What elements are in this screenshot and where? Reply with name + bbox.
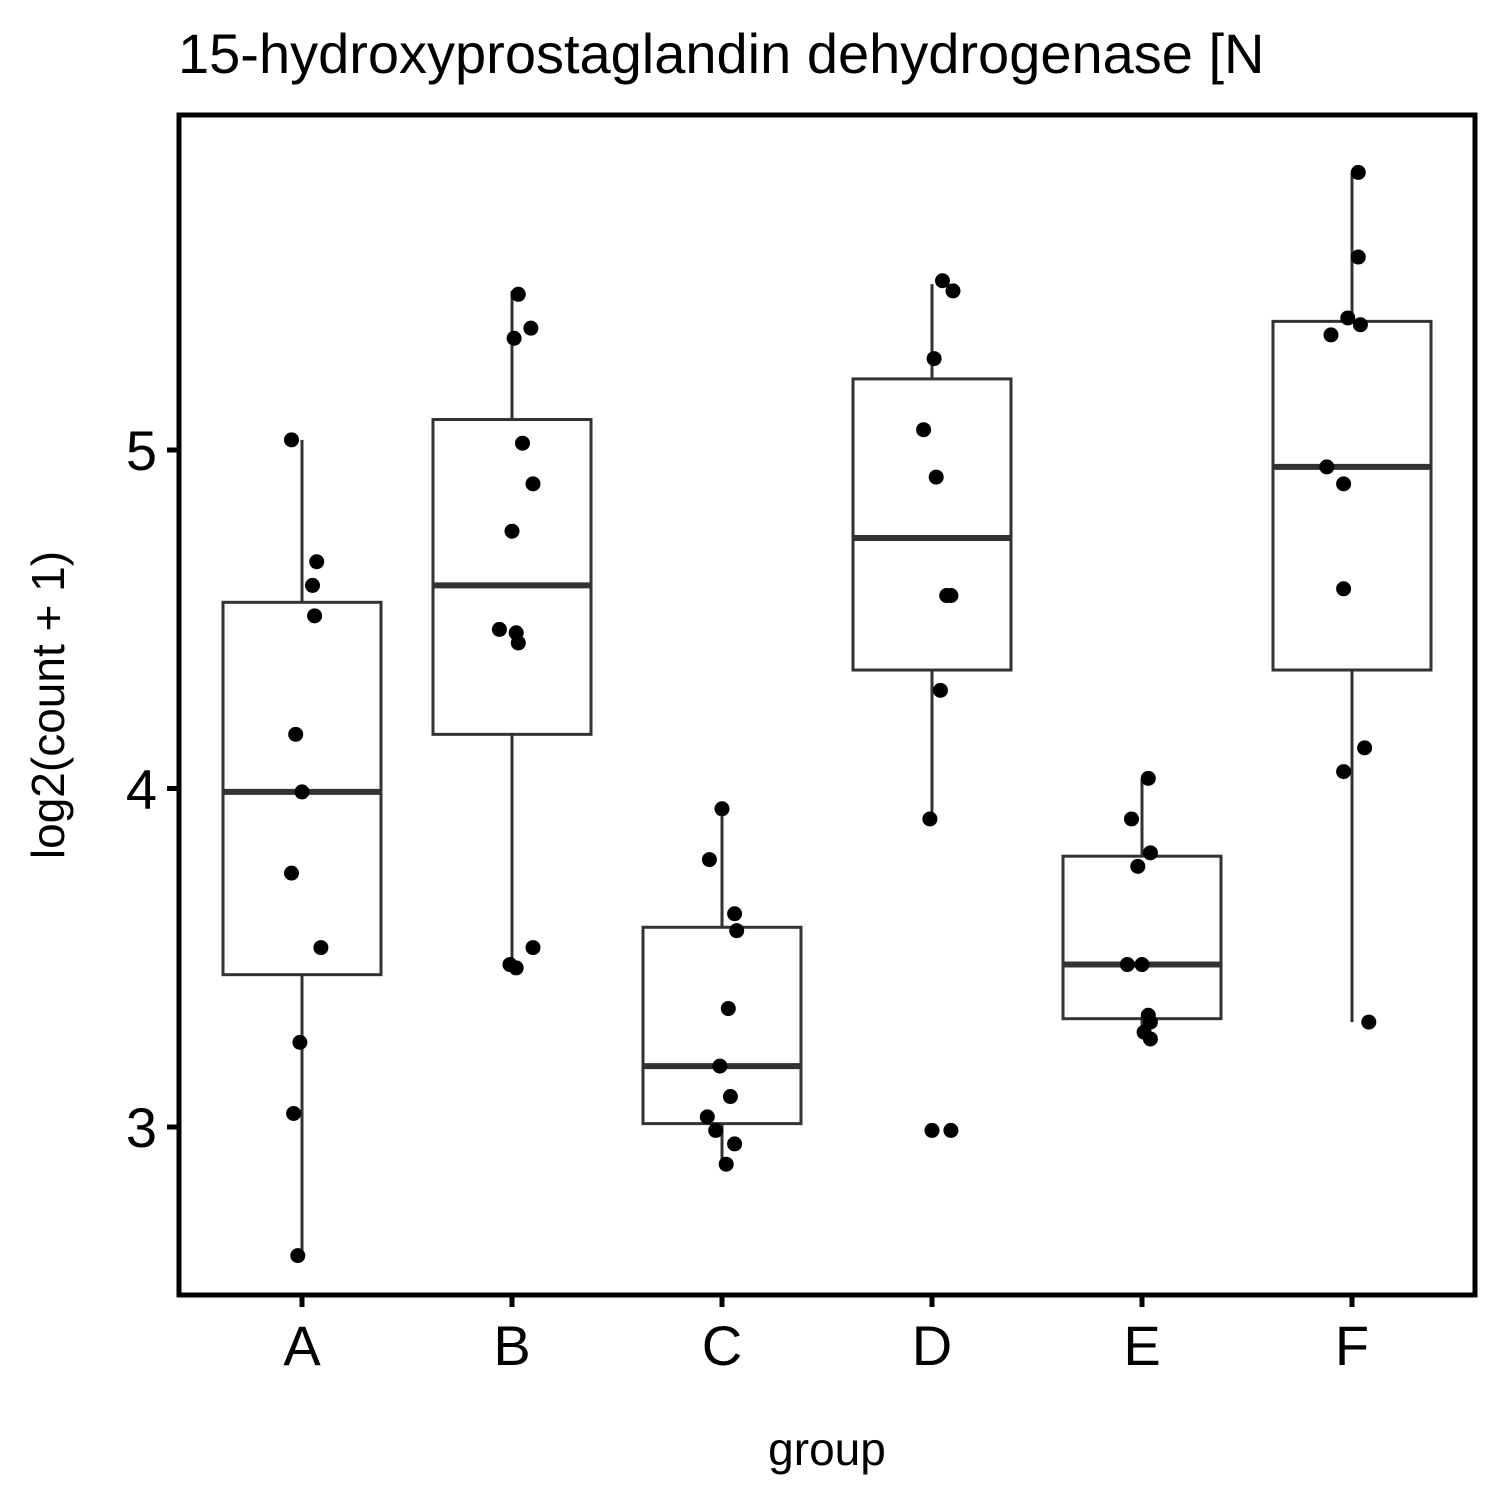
data-point-F-64 xyxy=(1336,764,1352,780)
data-point-D-43 xyxy=(924,1122,940,1138)
x-tick-label-E: E xyxy=(1123,1314,1160,1377)
data-point-A-9 xyxy=(286,1105,302,1121)
data-point-D-36 xyxy=(926,351,942,367)
data-point-F-61 xyxy=(1336,476,1352,492)
data-point-D-42 xyxy=(922,811,938,827)
data-point-B-16 xyxy=(504,523,520,539)
data-point-C-26 xyxy=(729,923,745,939)
data-point-A-6 xyxy=(284,865,299,881)
data-point-C-29 xyxy=(722,1089,738,1105)
x-axis-title: group xyxy=(768,1423,886,1475)
chart-title: 15-hydroxyprostaglandin dehydrogenase [N xyxy=(178,22,1264,85)
box-body-D xyxy=(851,377,1013,672)
box-body-C xyxy=(641,925,803,1126)
y-tick-label-3: 3 xyxy=(126,1096,157,1159)
data-point-D-34 xyxy=(935,273,950,289)
y-tick-label-4: 4 xyxy=(126,758,157,821)
data-point-A-1 xyxy=(309,554,325,570)
data-point-D-35 xyxy=(945,283,961,299)
data-point-A-5 xyxy=(294,784,310,800)
data-point-E-48 xyxy=(1130,858,1146,874)
data-point-B-22 xyxy=(508,960,524,976)
data-point-C-31 xyxy=(708,1122,724,1138)
data-point-C-23 xyxy=(714,801,730,817)
box-body-B xyxy=(431,418,593,736)
data-point-D-40 xyxy=(943,588,959,604)
data-point-C-28 xyxy=(712,1058,728,1074)
data-point-D-37 xyxy=(916,422,932,438)
data-point-D-44 xyxy=(943,1122,959,1138)
box-D xyxy=(851,284,1013,819)
data-point-A-7 xyxy=(313,940,329,956)
data-point-B-15 xyxy=(525,476,541,492)
plot-panel-border xyxy=(176,112,1478,1298)
box-C xyxy=(641,808,803,1165)
data-point-B-11 xyxy=(510,286,526,302)
data-point-C-25 xyxy=(727,906,743,922)
data-point-C-32 xyxy=(727,1136,743,1152)
data-point-B-12 xyxy=(523,320,539,336)
data-point-A-4 xyxy=(288,726,304,742)
box-B xyxy=(431,290,593,968)
data-point-F-58 xyxy=(1352,317,1368,333)
data-point-A-8 xyxy=(292,1034,308,1050)
box-E xyxy=(1061,778,1223,1039)
data-point-F-65 xyxy=(1361,1014,1377,1030)
data-point-C-27 xyxy=(720,1001,736,1017)
data-point-E-47 xyxy=(1142,845,1158,861)
data-point-F-56 xyxy=(1350,249,1366,265)
data-point-D-38 xyxy=(928,469,944,485)
data-point-E-54 xyxy=(1142,1031,1158,1047)
box-A xyxy=(221,439,383,1256)
data-point-B-19 xyxy=(510,635,526,651)
axes: 3 4 5 A B C D E F xyxy=(126,419,1369,1377)
data-point-E-46 xyxy=(1124,811,1139,827)
data-point-D-41 xyxy=(932,682,948,698)
box-body-F xyxy=(1271,319,1433,672)
data-point-A-2 xyxy=(305,577,320,593)
data-point-B-20 xyxy=(525,940,541,956)
data-point-F-55 xyxy=(1350,164,1366,180)
x-tick-label-C: C xyxy=(702,1314,742,1377)
data-point-F-59 xyxy=(1323,327,1339,343)
data-point-F-60 xyxy=(1319,459,1335,475)
data-point-A-0 xyxy=(284,432,299,448)
box-body-E xyxy=(1061,854,1223,1021)
plot-area xyxy=(221,164,1433,1264)
data-point-F-57 xyxy=(1340,310,1356,326)
data-point-E-50 xyxy=(1134,957,1150,973)
x-tick-label-B: B xyxy=(493,1314,530,1377)
data-point-C-33 xyxy=(718,1156,734,1172)
box-F xyxy=(1271,172,1433,1023)
data-point-E-45 xyxy=(1140,770,1156,786)
y-tick-label-5: 5 xyxy=(126,419,157,482)
data-point-C-30 xyxy=(699,1109,715,1125)
data-point-F-63 xyxy=(1357,740,1373,756)
data-point-A-3 xyxy=(307,608,323,624)
data-point-A-10 xyxy=(290,1248,306,1264)
data-point-B-14 xyxy=(515,435,530,451)
data-point-E-49 xyxy=(1119,957,1135,973)
x-tick-label-F: F xyxy=(1335,1314,1369,1377)
y-axis-title: log2(count + 1) xyxy=(22,551,74,859)
data-point-B-13 xyxy=(506,330,522,346)
data-point-F-62 xyxy=(1336,581,1352,597)
x-tick-label-A: A xyxy=(283,1314,321,1377)
data-point-C-24 xyxy=(701,852,717,868)
x-tick-label-D: D xyxy=(912,1314,952,1377)
data-point-B-17 xyxy=(491,621,507,637)
